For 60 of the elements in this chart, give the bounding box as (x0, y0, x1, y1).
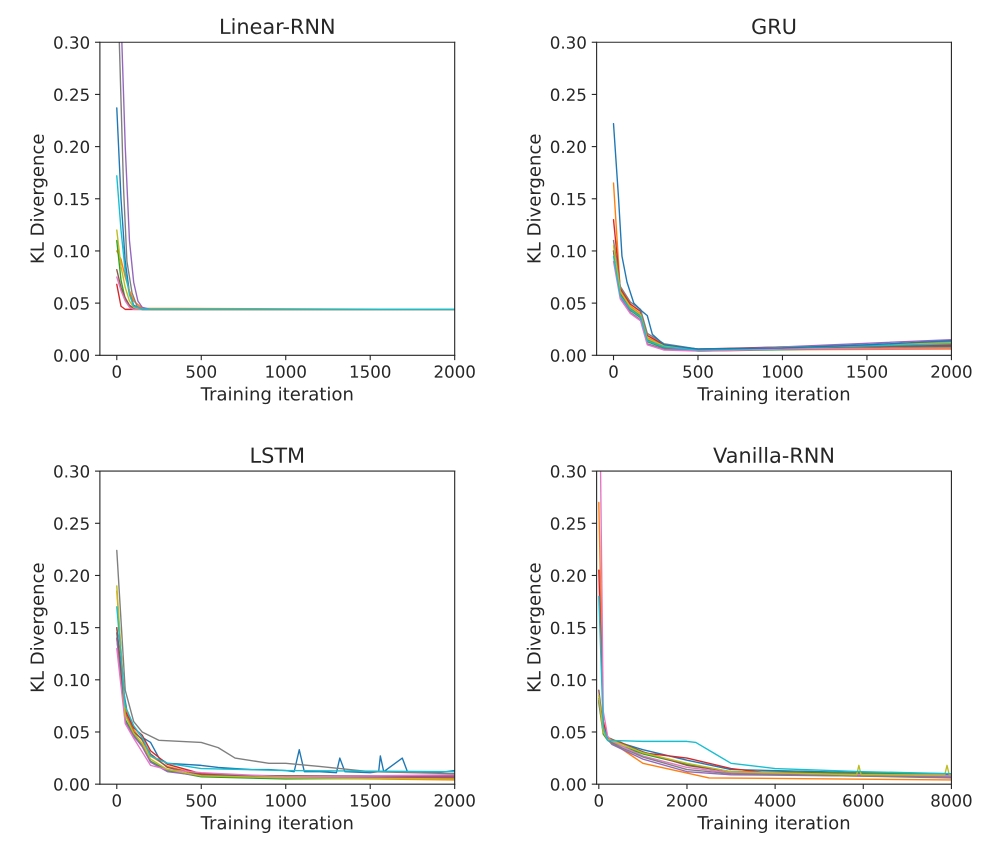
x-tick-label: 2000 (931, 365, 972, 378)
y-tick-label: 0.10 (550, 244, 586, 258)
y-tick-label: 0.20 (550, 569, 586, 582)
y-tick-label: 0.15 (550, 192, 586, 206)
chart-title: LSTM (252, 447, 304, 464)
x-tick-label: 8000 (931, 794, 972, 807)
y-tick-label: 0.10 (54, 674, 90, 686)
y-tick-label: 0.00 (550, 349, 586, 362)
y-tick-label: 0.05 (550, 726, 586, 739)
x-tick-label: 0 (609, 365, 618, 378)
y-tick-label: 0.20 (550, 140, 586, 154)
chart-title: GRU (752, 18, 796, 34)
y-tick-label: 0.00 (54, 349, 90, 362)
y-tick-label: 0.05 (550, 297, 586, 310)
x-axis-title: Training iteration (697, 386, 850, 404)
y-tick-label: 0.15 (54, 622, 89, 634)
x-tick-label: 1000 (266, 365, 306, 378)
x-tick-label: 2000 (434, 365, 475, 378)
y-tick-label: 0.25 (54, 88, 89, 101)
y-axis-title: KL Divergence (526, 134, 544, 262)
y-tick-label: 0.30 (550, 465, 586, 478)
x-tick-label: 500 (186, 365, 216, 378)
y-tick-label: 0.25 (550, 88, 586, 101)
y-tick-label: 0.30 (54, 36, 90, 49)
y-tick-label: 0.05 (54, 297, 89, 310)
x-axis-title: Training iteration (200, 816, 352, 834)
x-tick-label: 0 (112, 365, 121, 378)
chart-title: Linear-RNN (221, 18, 334, 34)
x-axis-title: Training iteration (200, 386, 352, 404)
y-axis-title: KL Divergence (30, 134, 48, 262)
y-tick-label: 0.10 (550, 674, 586, 686)
x-tick-label: 1000 (266, 794, 306, 807)
y-tick-label: 0.30 (54, 465, 90, 478)
y-tick-label: 0.25 (550, 517, 586, 530)
x-tick-label: 1500 (350, 365, 390, 378)
x-tick-label: 1000 (763, 365, 803, 378)
y-tick-label: 0.30 (550, 36, 586, 49)
y-axis-title: KL Divergence (526, 563, 544, 692)
y-tick-label: 0.20 (54, 140, 90, 154)
x-tick-label: 6000 (843, 794, 884, 807)
y-tick-label: 0.25 (54, 517, 89, 530)
x-tick-label: 4000 (754, 794, 796, 807)
x-tick-label: 500 (186, 794, 216, 807)
y-tick-label: 0.00 (54, 778, 90, 791)
y-tick-label: 0.20 (54, 569, 90, 582)
y-axis-title: KL Divergence (30, 563, 48, 692)
x-tick-label: 2000 (434, 794, 475, 807)
y-tick-label: 0.15 (550, 622, 586, 634)
x-tick-label: 0 (594, 794, 604, 807)
y-tick-label: 0.00 (550, 778, 586, 791)
x-tick-label: 1500 (350, 794, 390, 807)
y-tick-label: 0.15 (54, 192, 89, 206)
y-tick-label: 0.10 (54, 244, 90, 258)
x-tick-label: 0 (112, 794, 121, 807)
chart-title: Vanilla-RNN (713, 446, 833, 464)
x-tick-label: 1500 (848, 365, 888, 378)
x-tick-label: 500 (683, 365, 713, 378)
y-tick-label: 0.05 (54, 726, 89, 739)
x-axis-title: Training iteration (697, 816, 850, 834)
x-tick-label: 2000 (666, 794, 708, 807)
